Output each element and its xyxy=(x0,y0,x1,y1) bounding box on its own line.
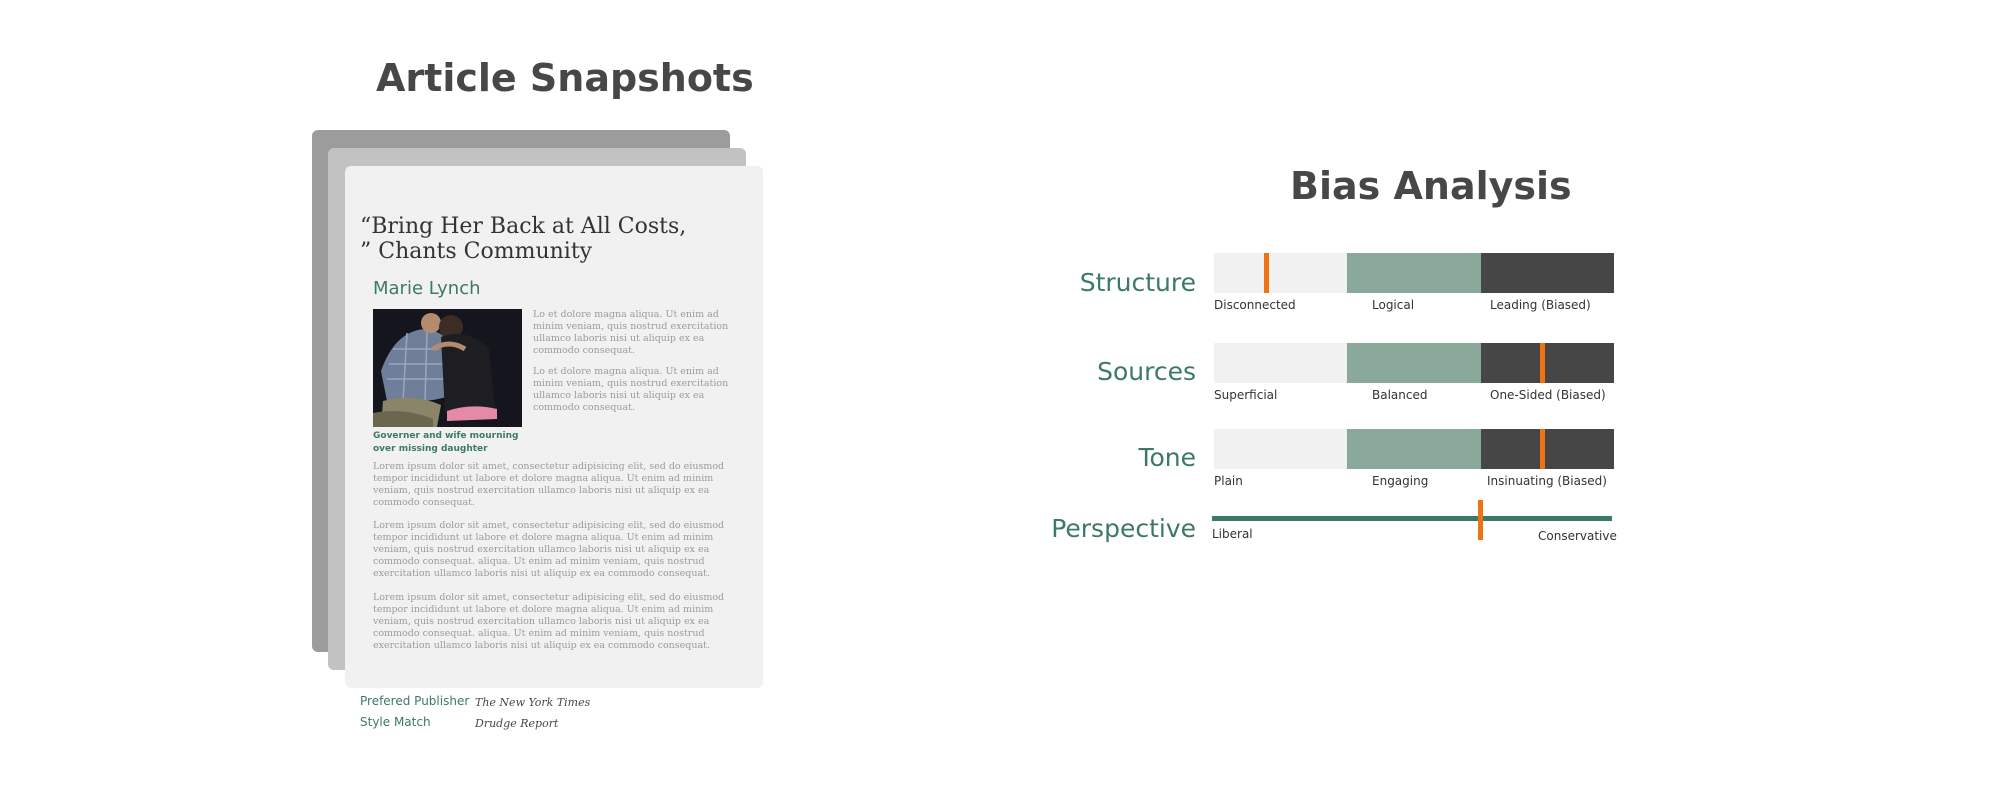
article-card-front[interactable] xyxy=(345,166,763,688)
structure-level-2: Logical xyxy=(1372,298,1415,312)
sources-level-2: Balanced xyxy=(1372,388,1428,402)
preferred-publisher-label: Prefered Publisher xyxy=(360,694,470,708)
sources-label: Sources xyxy=(1097,357,1196,386)
perspective-axis xyxy=(1212,516,1612,521)
bias-analysis-title: Bias Analysis xyxy=(1290,164,1572,208)
structure-label: Structure xyxy=(1079,268,1196,297)
body-paragraph-2: Lorem ipsum dolor sit amet, consectetur … xyxy=(373,520,725,579)
tone-scale xyxy=(1214,429,1614,469)
side-paragraph-1: Lo et dolore magna aliqua. Ut enim ad mi… xyxy=(533,309,729,356)
tone-segment-low xyxy=(1214,429,1348,469)
body-paragraph-3: Lorem ipsum dolor sit amet, consectetur … xyxy=(373,592,725,651)
tone-segment-mid xyxy=(1347,429,1481,469)
article-headline: “Bring Her Back at All Costs, ” Chants C… xyxy=(360,214,687,264)
sources-marker xyxy=(1540,343,1545,383)
tone-label: Tone xyxy=(1138,443,1196,472)
sources-segment-high xyxy=(1480,343,1614,383)
perspective-label: Perspective xyxy=(1051,514,1196,543)
sources-segment-mid xyxy=(1347,343,1481,383)
sources-level-1: Superficial xyxy=(1214,388,1278,402)
sources-scale xyxy=(1214,343,1614,383)
structure-segment-high xyxy=(1480,253,1614,293)
perspective-marker xyxy=(1478,500,1483,540)
article-photo xyxy=(373,309,522,427)
article-snapshots-title: Article Snapshots xyxy=(376,56,754,100)
perspective-right-label: Conservative xyxy=(1538,529,1617,543)
structure-level-1: Disconnected xyxy=(1214,298,1296,312)
structure-segment-mid xyxy=(1347,253,1481,293)
tone-level-1: Plain xyxy=(1214,474,1243,488)
tone-marker xyxy=(1540,429,1545,469)
tone-segment-high xyxy=(1480,429,1614,469)
structure-level-3: Leading (Biased) xyxy=(1490,298,1591,312)
structure-scale xyxy=(1214,253,1614,293)
structure-segment-low xyxy=(1214,253,1348,293)
preferred-publisher-value: The New York Times xyxy=(475,696,591,709)
tone-level-3: Insinuating (Biased) xyxy=(1487,474,1607,488)
style-match-label: Style Match xyxy=(360,715,431,729)
sources-level-3: One-Sided (Biased) xyxy=(1490,388,1606,402)
sources-segment-low xyxy=(1214,343,1348,383)
structure-marker xyxy=(1264,253,1269,293)
side-paragraph-2: Lo et dolore magna aliqua. Ut enim ad mi… xyxy=(533,366,729,413)
style-match-value: Drudge Report xyxy=(475,717,559,730)
tone-level-2: Engaging xyxy=(1372,474,1429,488)
photo-caption: Governer and wife mourning over missing … xyxy=(373,431,519,454)
perspective-left-label: Liberal xyxy=(1212,527,1253,541)
article-author: Marie Lynch xyxy=(373,278,481,299)
body-paragraph-1: Lorem ipsum dolor sit amet, consectetur … xyxy=(373,461,725,508)
